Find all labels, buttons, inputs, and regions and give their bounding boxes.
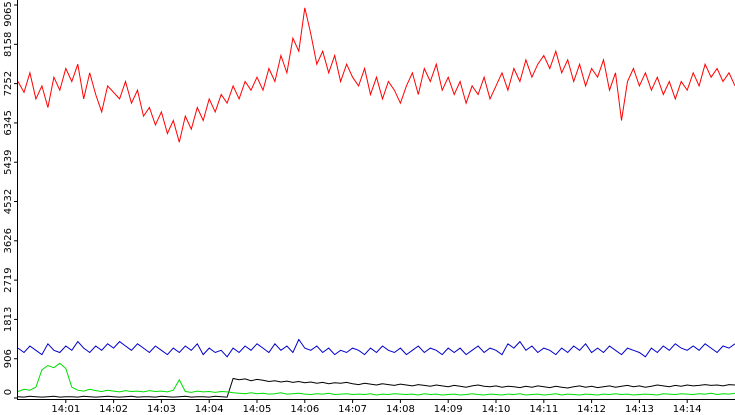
y-tick-label: 906 <box>3 349 14 368</box>
x-tick-label: 14:02 <box>99 404 128 415</box>
x-tick-label: 14:03 <box>147 404 176 415</box>
x-tick-label: 14:13 <box>625 404 654 415</box>
series-line <box>17 338 735 358</box>
y-tick-label: 4532 <box>3 189 14 214</box>
x-tick-label: 14:04 <box>195 404 224 415</box>
y-tick-label: 8158 <box>3 32 14 57</box>
series-line <box>17 362 735 396</box>
y-tick-label: 5439 <box>3 149 14 174</box>
y-tick-label: 9065 <box>3 1 14 26</box>
y-tick-label: 7252 <box>3 71 14 96</box>
series-line <box>17 7 735 143</box>
x-tick-label: 14:12 <box>577 404 606 415</box>
series-line <box>17 377 735 398</box>
x-tick-label: 14:14 <box>673 404 702 415</box>
x-tick-label: 14:05 <box>243 404 272 415</box>
x-tick-label: 14:07 <box>338 404 367 415</box>
x-tick-label: 14:11 <box>529 404 558 415</box>
y-tick-label: 0 <box>3 389 14 395</box>
y-tick-label: 2719 <box>3 267 14 292</box>
x-tick-label: 14:06 <box>290 404 319 415</box>
x-tick-label: 14:10 <box>482 404 511 415</box>
x-tick-label: 14:08 <box>386 404 415 415</box>
x-tick-label: 14:09 <box>434 404 463 415</box>
y-tick-label: 3626 <box>3 228 14 253</box>
y-tick-label: 1813 <box>3 307 14 332</box>
y-tick-label: 6345 <box>3 110 14 135</box>
x-tick-label: 14:01 <box>51 404 80 415</box>
